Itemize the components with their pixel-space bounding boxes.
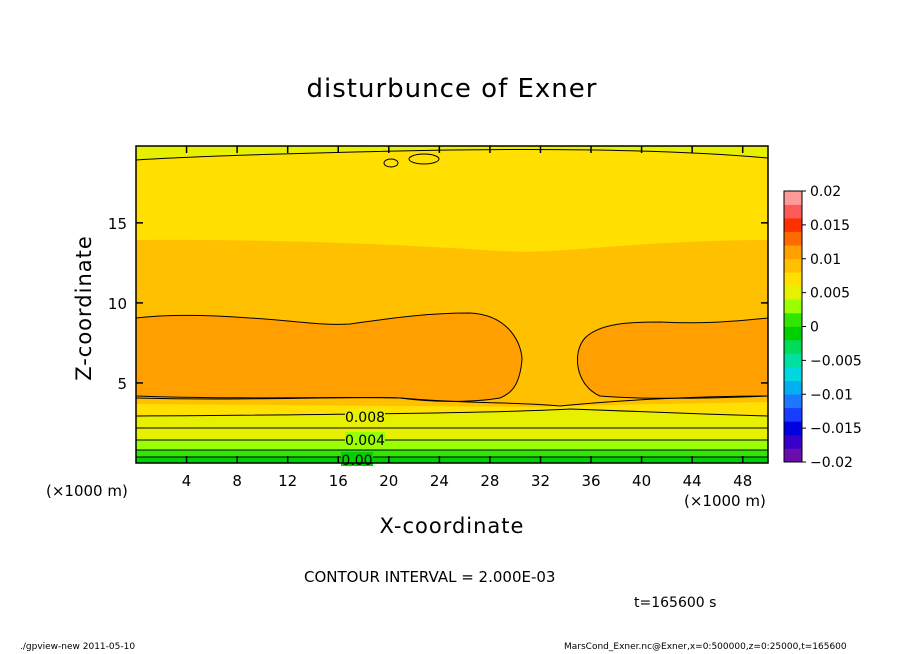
- chart-title: disturbunce of Exner: [306, 74, 598, 104]
- plot-frame: [135, 145, 769, 464]
- contour-line: [408, 153, 440, 165]
- colorbar-swatch: [784, 272, 802, 287]
- x-unit-label-right: (×1000 m): [684, 492, 766, 510]
- colorbar-swatch: [784, 312, 802, 327]
- colorbar-swatch: [784, 231, 802, 246]
- contour-label: 0.004: [345, 433, 385, 449]
- colorbar-tick-label: −0.02: [810, 455, 853, 471]
- footer-command: ./gpview-new 2011-05-10: [20, 642, 136, 652]
- contour-line: [383, 158, 399, 168]
- y-axis-label: Z-coordinate: [72, 235, 96, 381]
- x-tick-label: 24: [430, 472, 449, 490]
- colorbar-swatch: [784, 191, 802, 205]
- colorbar-swatch: [784, 204, 802, 219]
- contour-line: [135, 408, 769, 417]
- contour-label-bg: [345, 432, 385, 446]
- contour-line: [135, 148, 769, 161]
- colorbar-swatch: [784, 367, 802, 381]
- colorbar: 0.02 0.015 0.01 0.005 0 −0.005 −0.01 −0.015 −0.0…: [783, 184, 862, 471]
- contour-label-bg: [345, 409, 385, 423]
- colorbar-swatch: [784, 434, 802, 449]
- fill-band: [136, 313, 522, 402]
- y-tick-label: 15: [108, 215, 127, 233]
- colorbar-tick-label: −0.015: [810, 421, 862, 437]
- colorbar-tick-label: 0.015: [810, 218, 850, 234]
- colorbar-tick-label: 0.01: [810, 252, 841, 268]
- contour-interval-label: CONTOUR INTERVAL = 2.000E-03: [304, 568, 556, 586]
- colorbar-swatch: [784, 340, 802, 354]
- time-label: t=165600 s: [634, 595, 717, 611]
- contour-label: 0.00: [341, 453, 372, 469]
- contour-line: [135, 395, 769, 407]
- colorbar-swatch: [784, 258, 802, 273]
- colorbar-swatch: [784, 285, 802, 300]
- x-tick-label: 4: [182, 472, 192, 490]
- x-tick-label: 12: [278, 472, 297, 490]
- y-tick-label: 5: [117, 375, 127, 393]
- x-tick-label: 36: [581, 472, 600, 490]
- colorbar-swatch: [784, 421, 802, 436]
- colorbar-tick-label: 0.02: [810, 184, 841, 200]
- colorbar-swatch: [784, 448, 802, 463]
- x-tick-label: 28: [480, 472, 499, 490]
- colorbar-swatch: [784, 394, 802, 409]
- x-tick-label: 8: [232, 472, 242, 490]
- x-tick-label: 32: [531, 472, 550, 490]
- colorbar-swatch: [784, 299, 802, 314]
- x-unit-label-left: (×1000 m): [46, 482, 128, 500]
- x-tick-label: 44: [683, 472, 702, 490]
- y-tick-label: 10: [108, 295, 127, 313]
- colorbar-tick-label: −0.01: [810, 387, 853, 403]
- colorbar-swatch: [784, 218, 802, 232]
- fill-band: [136, 457, 768, 463]
- colorbar-swatch: [784, 326, 802, 341]
- footer-source: MarsCond_Exner.nc@Exner,x=0:500000,z=0:2…: [564, 642, 847, 652]
- fill-band: [577, 318, 768, 399]
- x-tick-label: 40: [632, 472, 651, 490]
- colorbar-swatch: [784, 407, 802, 422]
- x-axis-label: X-coordinate: [379, 514, 525, 538]
- x-tick-label: 48: [733, 472, 752, 490]
- colorbar-swatch: [784, 245, 802, 260]
- contour-line: [577, 317, 769, 399]
- contour-label: 0.008: [345, 410, 385, 426]
- colorbar-tick-label: 0: [810, 320, 819, 336]
- colorbar-tick-label: 0.005: [810, 286, 850, 302]
- fill-band: [136, 146, 768, 160]
- contour-lines: 0.008 0.004 0.00: [135, 148, 769, 469]
- colorbar-tick-label: −0.005: [810, 353, 862, 369]
- x-tick-label: 16: [329, 472, 348, 490]
- colorbar-swatch: [784, 380, 802, 395]
- colorbar-swatch: [784, 353, 802, 368]
- x-tick-label: 20: [379, 472, 398, 490]
